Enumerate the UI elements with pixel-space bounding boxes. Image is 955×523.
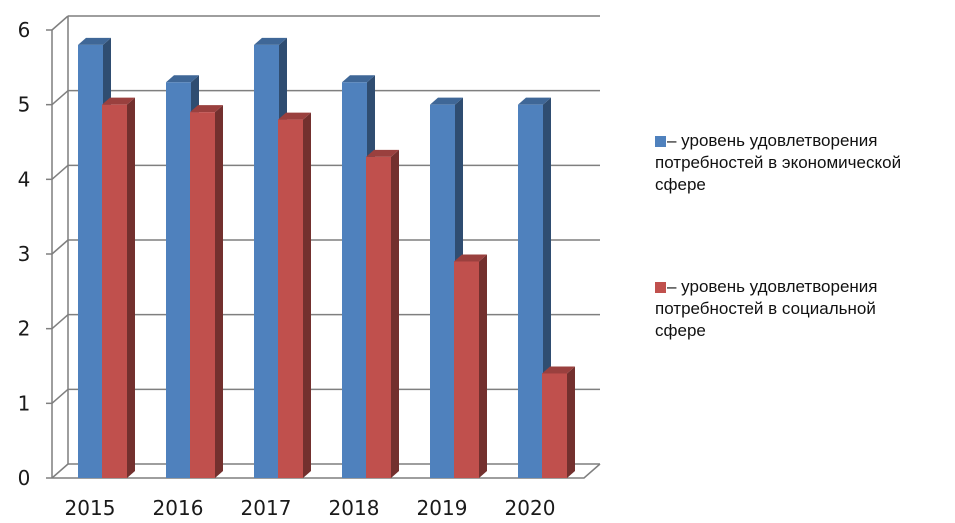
bar-front xyxy=(430,104,455,479)
x-tick-label: 2015 xyxy=(65,496,116,520)
x-tick-label: 2020 xyxy=(505,496,556,520)
bar-side xyxy=(303,112,311,478)
bar-front xyxy=(454,261,479,478)
bar-top xyxy=(430,97,463,105)
legend-label-economic: – уровень удовлетворения потребностей в … xyxy=(655,131,902,194)
bar-social-2019 xyxy=(454,254,487,478)
gridline-diagonal xyxy=(51,90,69,106)
bar-front xyxy=(342,82,367,479)
x-axis-floor xyxy=(52,463,601,479)
gridline-diagonal xyxy=(51,314,69,330)
x-axis-tick-labels: 2015 2016 2017 2018 2019 2020 xyxy=(65,496,556,520)
bar-side xyxy=(215,105,223,478)
bar-top xyxy=(278,112,311,120)
bar-social-2015 xyxy=(102,97,135,479)
bar-top xyxy=(166,75,199,83)
bar-front xyxy=(190,112,215,478)
bar-front xyxy=(102,104,127,479)
bar-social-2017 xyxy=(278,112,311,478)
x-tick-label: 2018 xyxy=(329,496,380,520)
x-tick-label: 2016 xyxy=(153,496,204,520)
bar-social-2020 xyxy=(542,366,575,478)
bar-front xyxy=(278,119,303,478)
y-axis-tick-labels: 0 1 2 3 4 5 6 xyxy=(18,18,31,490)
bar-top xyxy=(542,366,575,374)
y-tick-label: 1 xyxy=(18,391,31,415)
x-tick-label: 2017 xyxy=(241,496,292,520)
y-tick-label: 2 xyxy=(18,317,31,341)
bar-social-2016 xyxy=(190,105,223,478)
bar-top xyxy=(102,97,135,105)
bar-front xyxy=(518,104,543,479)
bar-top xyxy=(342,75,375,83)
gridline-diagonal xyxy=(51,463,69,479)
legend-swatch-social xyxy=(655,282,666,293)
bar-side xyxy=(127,97,135,479)
bar-side xyxy=(391,149,399,478)
bar-front xyxy=(166,82,191,479)
y-tick-label: 0 xyxy=(18,466,31,490)
bar-top xyxy=(190,105,223,113)
bar-front xyxy=(542,373,567,478)
gridline-diagonal xyxy=(51,388,69,404)
bar-side xyxy=(567,366,575,478)
bar-top xyxy=(78,37,111,45)
legend-item-social: – уровень удовлетворения потребностей в … xyxy=(655,276,955,342)
bar-social-2018 xyxy=(366,149,399,478)
bars xyxy=(78,37,575,479)
legend-item-economic: – уровень удовлетворения потребностей в … xyxy=(655,130,955,196)
y-tick-label: 4 xyxy=(18,167,31,191)
bar-top xyxy=(366,149,399,157)
bar-front xyxy=(78,44,103,478)
y-tick-label: 5 xyxy=(18,93,31,117)
legend-swatch-economic xyxy=(655,136,666,147)
bar-top xyxy=(254,37,287,45)
gridline-diagonal xyxy=(51,239,69,255)
x-tick-label: 2019 xyxy=(417,496,468,520)
bar-top xyxy=(518,97,551,105)
y-tick-label: 3 xyxy=(18,242,31,266)
gridlines xyxy=(46,15,601,479)
legend-label-social: – уровень удовлетворения потребностей в … xyxy=(655,277,878,340)
bar-front xyxy=(254,44,279,478)
bar-front xyxy=(366,156,391,478)
gridline-diagonal xyxy=(51,164,69,180)
gridline-diagonal xyxy=(51,15,69,31)
bar-side xyxy=(479,254,487,478)
bar-top xyxy=(454,254,487,262)
y-tick-label: 6 xyxy=(18,18,31,42)
